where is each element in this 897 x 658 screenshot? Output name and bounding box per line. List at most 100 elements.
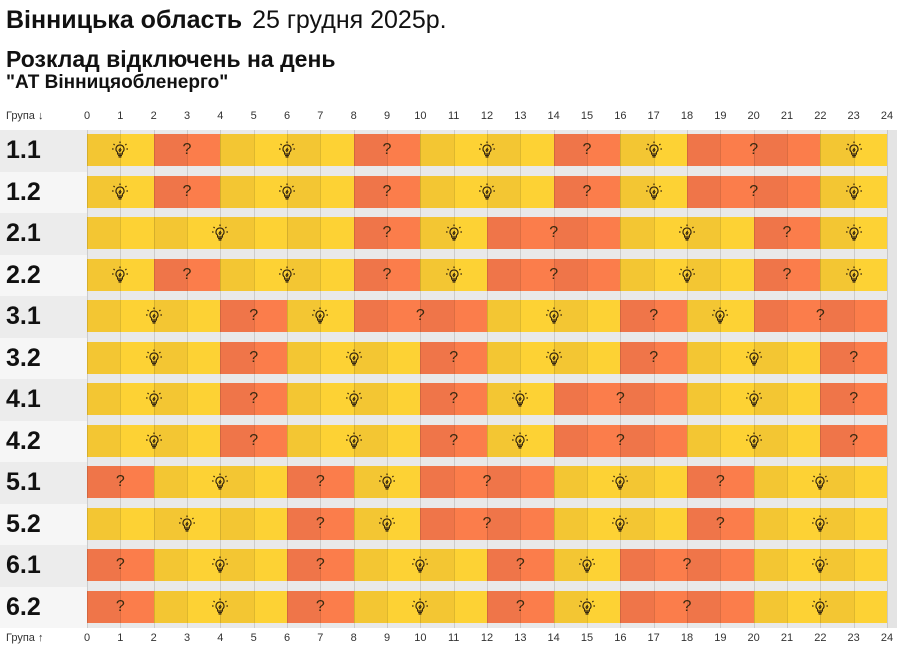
question-mark-icon: ?	[315, 514, 325, 532]
question-mark-icon: ?	[249, 431, 259, 449]
hour-axis-top: Група ↓ 0 1 2 3 4 5 6 7 8 9 10 11 12 13 14 15 16 17 18 19 20…	[0, 107, 897, 127]
hour-cell	[153, 466, 187, 498]
lightbulb-icon	[310, 306, 330, 326]
hour-tick: 20	[747, 110, 760, 122]
hour-cell	[853, 466, 887, 498]
hour-cell	[720, 424, 754, 457]
hour-cell	[586, 383, 621, 415]
hour-cell	[286, 175, 321, 208]
hour-gridline	[620, 213, 622, 255]
hour-gridline	[887, 296, 888, 338]
hour-cell	[253, 300, 287, 332]
hour-cell	[620, 300, 654, 332]
hour-gridline	[853, 462, 855, 504]
hour-cell	[87, 217, 121, 249]
hour-cell	[320, 507, 354, 540]
hour-gridline	[453, 213, 455, 255]
group-label: 1.1	[0, 130, 87, 172]
hour-gridline	[453, 586, 455, 628]
possible-outage-segment: ?	[420, 424, 487, 457]
lightbulb-icon	[744, 431, 764, 451]
hour-cell	[820, 383, 854, 415]
hour-cell	[820, 258, 854, 291]
hour-gridline	[420, 503, 422, 545]
possible-outage-segment: ?	[287, 507, 354, 540]
hour-cell	[553, 175, 587, 208]
hour-cell	[220, 590, 254, 623]
hour-cell	[153, 549, 187, 581]
hour-tick: 5	[250, 632, 257, 644]
hour-gridline	[353, 462, 355, 504]
hour-gridline	[553, 254, 555, 296]
hour-cell	[186, 590, 221, 623]
question-mark-icon: ?	[382, 182, 392, 200]
hour-gridline	[353, 296, 355, 338]
hour-cell	[720, 466, 754, 498]
hour-gridline	[220, 130, 222, 172]
question-mark-icon: ?	[249, 348, 259, 366]
hour-gridline	[687, 171, 688, 213]
hour-gridline	[453, 254, 455, 296]
group-row-6.1: 6.1????	[0, 545, 897, 587]
lightbulb-icon	[577, 597, 597, 617]
hour-cell	[853, 549, 887, 581]
lightbulb-icon	[844, 265, 864, 285]
hour-cell	[653, 383, 687, 415]
hour-cell	[320, 217, 354, 249]
power-on-segment	[820, 258, 887, 291]
hour-gridline	[720, 379, 722, 421]
hour-gridline	[453, 171, 455, 213]
hour-gridline	[353, 545, 355, 587]
hour-cell	[653, 590, 687, 623]
row-end-strip	[887, 420, 897, 462]
hour-gridline	[553, 462, 555, 504]
hour-gridline	[853, 586, 855, 628]
hour-cell	[753, 175, 787, 208]
hour-gridline	[887, 254, 888, 296]
hour-cell	[520, 217, 554, 249]
hour-cell	[87, 383, 121, 415]
hour-cell	[320, 590, 354, 623]
hour-cell	[720, 549, 754, 581]
hour-cell	[720, 134, 754, 166]
hour-gridline	[253, 171, 255, 213]
hour-cell	[120, 590, 154, 623]
hour-cell	[453, 175, 487, 208]
hour-cell	[187, 507, 221, 540]
hour-gridline	[687, 586, 688, 628]
hour-cell	[653, 466, 687, 498]
hour-gridline	[553, 379, 555, 421]
hour-cell	[753, 549, 787, 581]
lightbulb-icon	[344, 348, 364, 368]
hour-cell	[453, 549, 487, 581]
hour-cell	[520, 590, 554, 623]
hour-cell	[820, 466, 854, 498]
hour-cell	[287, 590, 321, 623]
group-row-1.1: 1.1????	[0, 130, 897, 172]
hour-gridline	[287, 213, 288, 255]
group-row-4.2: 4.2????	[0, 420, 897, 462]
hour-cell	[353, 134, 387, 166]
hour-cell	[653, 341, 687, 374]
hour-gridline	[253, 586, 255, 628]
hour-gridline	[87, 379, 88, 421]
hour-gridline	[787, 586, 788, 628]
hour-gridline	[520, 420, 522, 462]
hour-cell	[487, 258, 521, 291]
hour-gridline	[787, 420, 788, 462]
hour-gridline	[487, 254, 488, 296]
hour-gridline	[787, 296, 788, 338]
question-mark-icon: ?	[815, 307, 825, 324]
hour-gridline	[653, 130, 655, 172]
hour-axis-bottom: Група ↑ 0 1 2 3 4 5 6 7 8 9 10 11 12 13 14 15 16 17 18 19 20…	[0, 629, 897, 649]
group-row-1.2: 1.2????	[0, 171, 897, 213]
row-end-strip	[887, 254, 897, 296]
hour-gridline	[620, 254, 622, 296]
hour-cell	[220, 507, 254, 540]
hour-cell	[287, 466, 321, 498]
hour-gridline	[553, 503, 555, 545]
power-on-segment	[87, 175, 154, 208]
lightbulb-icon	[210, 223, 230, 243]
question-mark-icon: ?	[449, 348, 459, 366]
page-title: Вінницька область 25 грудня 2025р.	[6, 6, 447, 35]
